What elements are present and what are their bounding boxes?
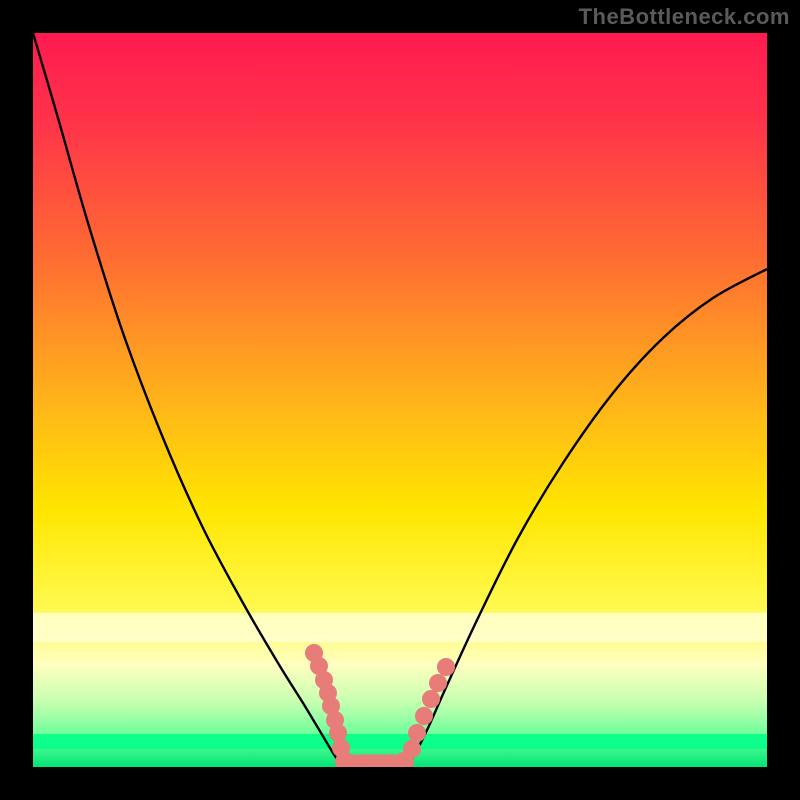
pink-marker-dot: [429, 674, 447, 692]
pink-marker-dot: [329, 724, 347, 742]
curves-svg: [33, 33, 767, 767]
plot-area: [33, 33, 767, 767]
pink-marker-dot: [422, 690, 440, 708]
pink-marker-dot: [437, 658, 455, 676]
right-curve: [410, 269, 767, 762]
pink-marker-dot: [415, 707, 433, 725]
pink-marker-dot: [408, 724, 426, 742]
pink-floor-bar: [348, 755, 401, 768]
attribution-text: TheBottleneck.com: [579, 4, 790, 30]
left-curve: [33, 33, 339, 762]
